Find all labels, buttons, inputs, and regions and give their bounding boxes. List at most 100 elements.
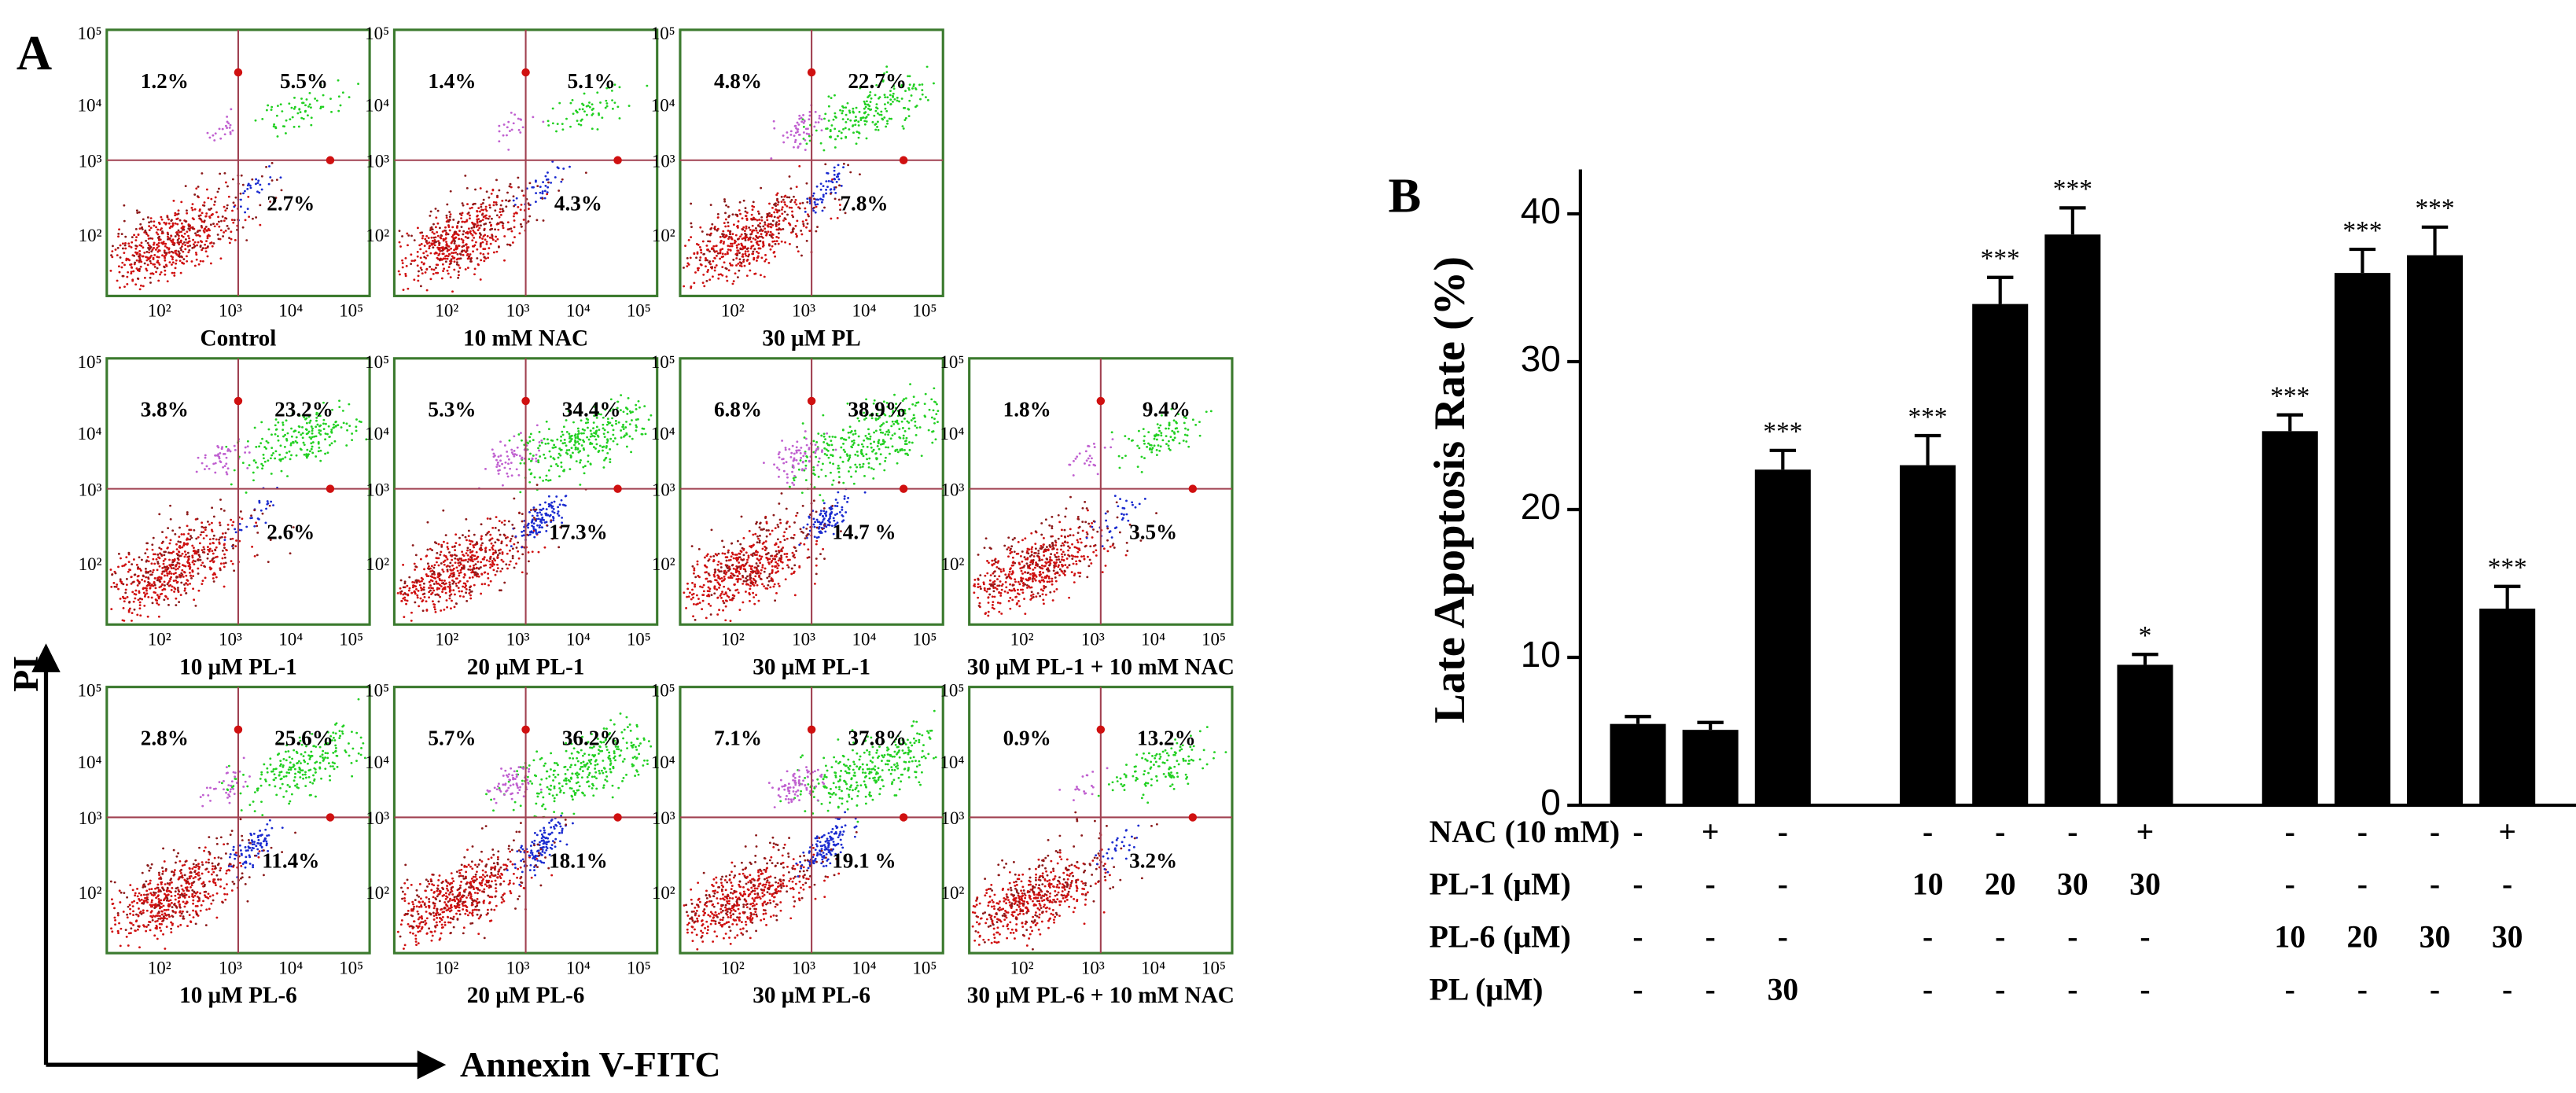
- bar: [2479, 608, 2536, 806]
- plot-label: 10 μM PL-1: [179, 654, 297, 679]
- quadrant-percent: 6.8%: [714, 398, 762, 421]
- y-tick-label: 10⁴: [940, 753, 964, 772]
- x-tick-label: 10²: [435, 301, 458, 321]
- bar: [1900, 465, 1956, 806]
- y-tick-label: 10⁵: [78, 24, 102, 43]
- y-tick-label: 10⁴: [78, 753, 102, 772]
- table-cell: -: [2502, 972, 2512, 1007]
- x-tick-label: 10⁵: [339, 629, 363, 649]
- y-tick-label: 10⁴: [365, 424, 389, 443]
- bar: [2334, 273, 2390, 806]
- y-tick-label: 10⁴: [940, 424, 964, 443]
- quadrant-percent: 1.8%: [1003, 398, 1051, 421]
- y-tick-label: 10³: [79, 808, 102, 828]
- y-tick-label: 20: [1521, 486, 1561, 527]
- gate-handle: [899, 156, 908, 164]
- event-dots: [977, 495, 1158, 607]
- table-cell: -: [2502, 867, 2512, 902]
- gate-handle: [234, 725, 243, 734]
- y-tick-label: 10⁵: [365, 681, 389, 701]
- plot-label: Control: [200, 326, 276, 351]
- event-dots: [974, 811, 1158, 951]
- table-cell: -: [2430, 867, 2440, 902]
- table-cell: -: [2285, 867, 2295, 902]
- x-tick-label: 10²: [148, 301, 171, 321]
- y-tick-label: 10⁵: [365, 24, 389, 43]
- x-tick-label: 10⁴: [566, 629, 591, 649]
- x-tick-label: 10⁵: [339, 958, 363, 977]
- y-tick-label: 40: [1521, 190, 1561, 231]
- x-tick-label: 10³: [506, 301, 530, 321]
- bar: [2117, 664, 2173, 806]
- table-cell: -: [1778, 867, 1788, 902]
- significance: ***: [2342, 216, 2382, 245]
- quadrant-percent: 19.1 %: [832, 848, 896, 872]
- x-tick-label: 10²: [1010, 629, 1034, 649]
- quadrant-percent: 3.2%: [1129, 848, 1177, 872]
- bar: [2261, 431, 2318, 806]
- panel-label: A: [17, 25, 52, 80]
- x-tick-label: 10⁵: [912, 958, 937, 977]
- table-cell: -: [1706, 972, 1716, 1007]
- bar: [1754, 469, 1811, 806]
- gate-handle: [234, 68, 243, 77]
- y-tick-label: 10²: [652, 226, 675, 245]
- x-tick-label: 10³: [792, 958, 815, 977]
- x-tick-label: 10³: [219, 629, 242, 649]
- event-dots: [770, 104, 823, 160]
- y-tick-label: 10⁴: [78, 95, 102, 115]
- event-dots: [788, 383, 940, 502]
- event-dots: [109, 517, 258, 622]
- plot-label: 10 μM PL-6: [179, 983, 297, 1008]
- quadrant-percent: 11.4%: [262, 848, 319, 872]
- x-tick-label: 10²: [148, 629, 171, 649]
- x-tick-label: 10³: [506, 958, 530, 977]
- y-tick-label: 10²: [79, 554, 102, 574]
- quadrant-percent: 7.8%: [840, 192, 888, 215]
- x-tick-label: 10⁵: [339, 301, 363, 321]
- quadrant-percent: 4.3%: [554, 192, 602, 215]
- table-cell: -: [2357, 867, 2368, 902]
- significance: ***: [2415, 194, 2454, 223]
- table-cell: -: [1923, 815, 1933, 849]
- y-tick-label: 10³: [366, 808, 389, 828]
- quadrant-percent: 1.2%: [141, 69, 189, 93]
- plot-label: 10 mM NAC: [463, 326, 588, 351]
- event-dots: [397, 186, 549, 293]
- table-cell: +: [1702, 815, 1720, 849]
- x-tick-label: 10⁵: [627, 958, 651, 977]
- gate-handle: [326, 156, 335, 164]
- gate-handle: [807, 725, 816, 734]
- gate-handle: [521, 396, 530, 406]
- significance: ***: [1981, 245, 2020, 274]
- x-tick-label: 10³: [792, 629, 815, 649]
- x-tick-label: 10²: [1010, 958, 1034, 977]
- table-cell: -: [1778, 815, 1788, 849]
- event-dots: [227, 819, 284, 878]
- event-dots: [399, 484, 587, 613]
- table-cell: 10: [2274, 919, 2306, 954]
- event-dots: [683, 164, 841, 289]
- event-dots: [690, 481, 842, 621]
- quadrant-percent: 2.8%: [141, 727, 189, 750]
- gate-handle: [234, 396, 243, 406]
- event-dots: [109, 818, 297, 931]
- table-cell: -: [1778, 919, 1788, 954]
- table-row-label: PL-6 (μM): [1430, 919, 1571, 954]
- gate-handle: [326, 813, 335, 822]
- gate-handle: [807, 68, 816, 77]
- plot-label: 20 μM PL-1: [467, 654, 585, 679]
- y-axis-label: Late Apoptosis Rate (%): [1426, 256, 1474, 723]
- x-tick-label: 10²: [148, 958, 171, 977]
- quadrant-percent: 5.7%: [428, 727, 476, 750]
- table-cell: -: [1706, 919, 1716, 954]
- y-tick-label: 10⁴: [651, 753, 675, 772]
- x-tick-label: 10⁵: [627, 629, 651, 649]
- table-cell: -: [2067, 919, 2077, 954]
- plot-label: 30 μM PL: [762, 326, 860, 351]
- event-dots: [110, 162, 283, 284]
- x-tick-label: 10²: [435, 958, 458, 977]
- quadrant-percent: 25.6%: [274, 727, 333, 750]
- table-cell: 10: [1912, 867, 1944, 902]
- quadrant-percent: 3.5%: [1129, 520, 1177, 543]
